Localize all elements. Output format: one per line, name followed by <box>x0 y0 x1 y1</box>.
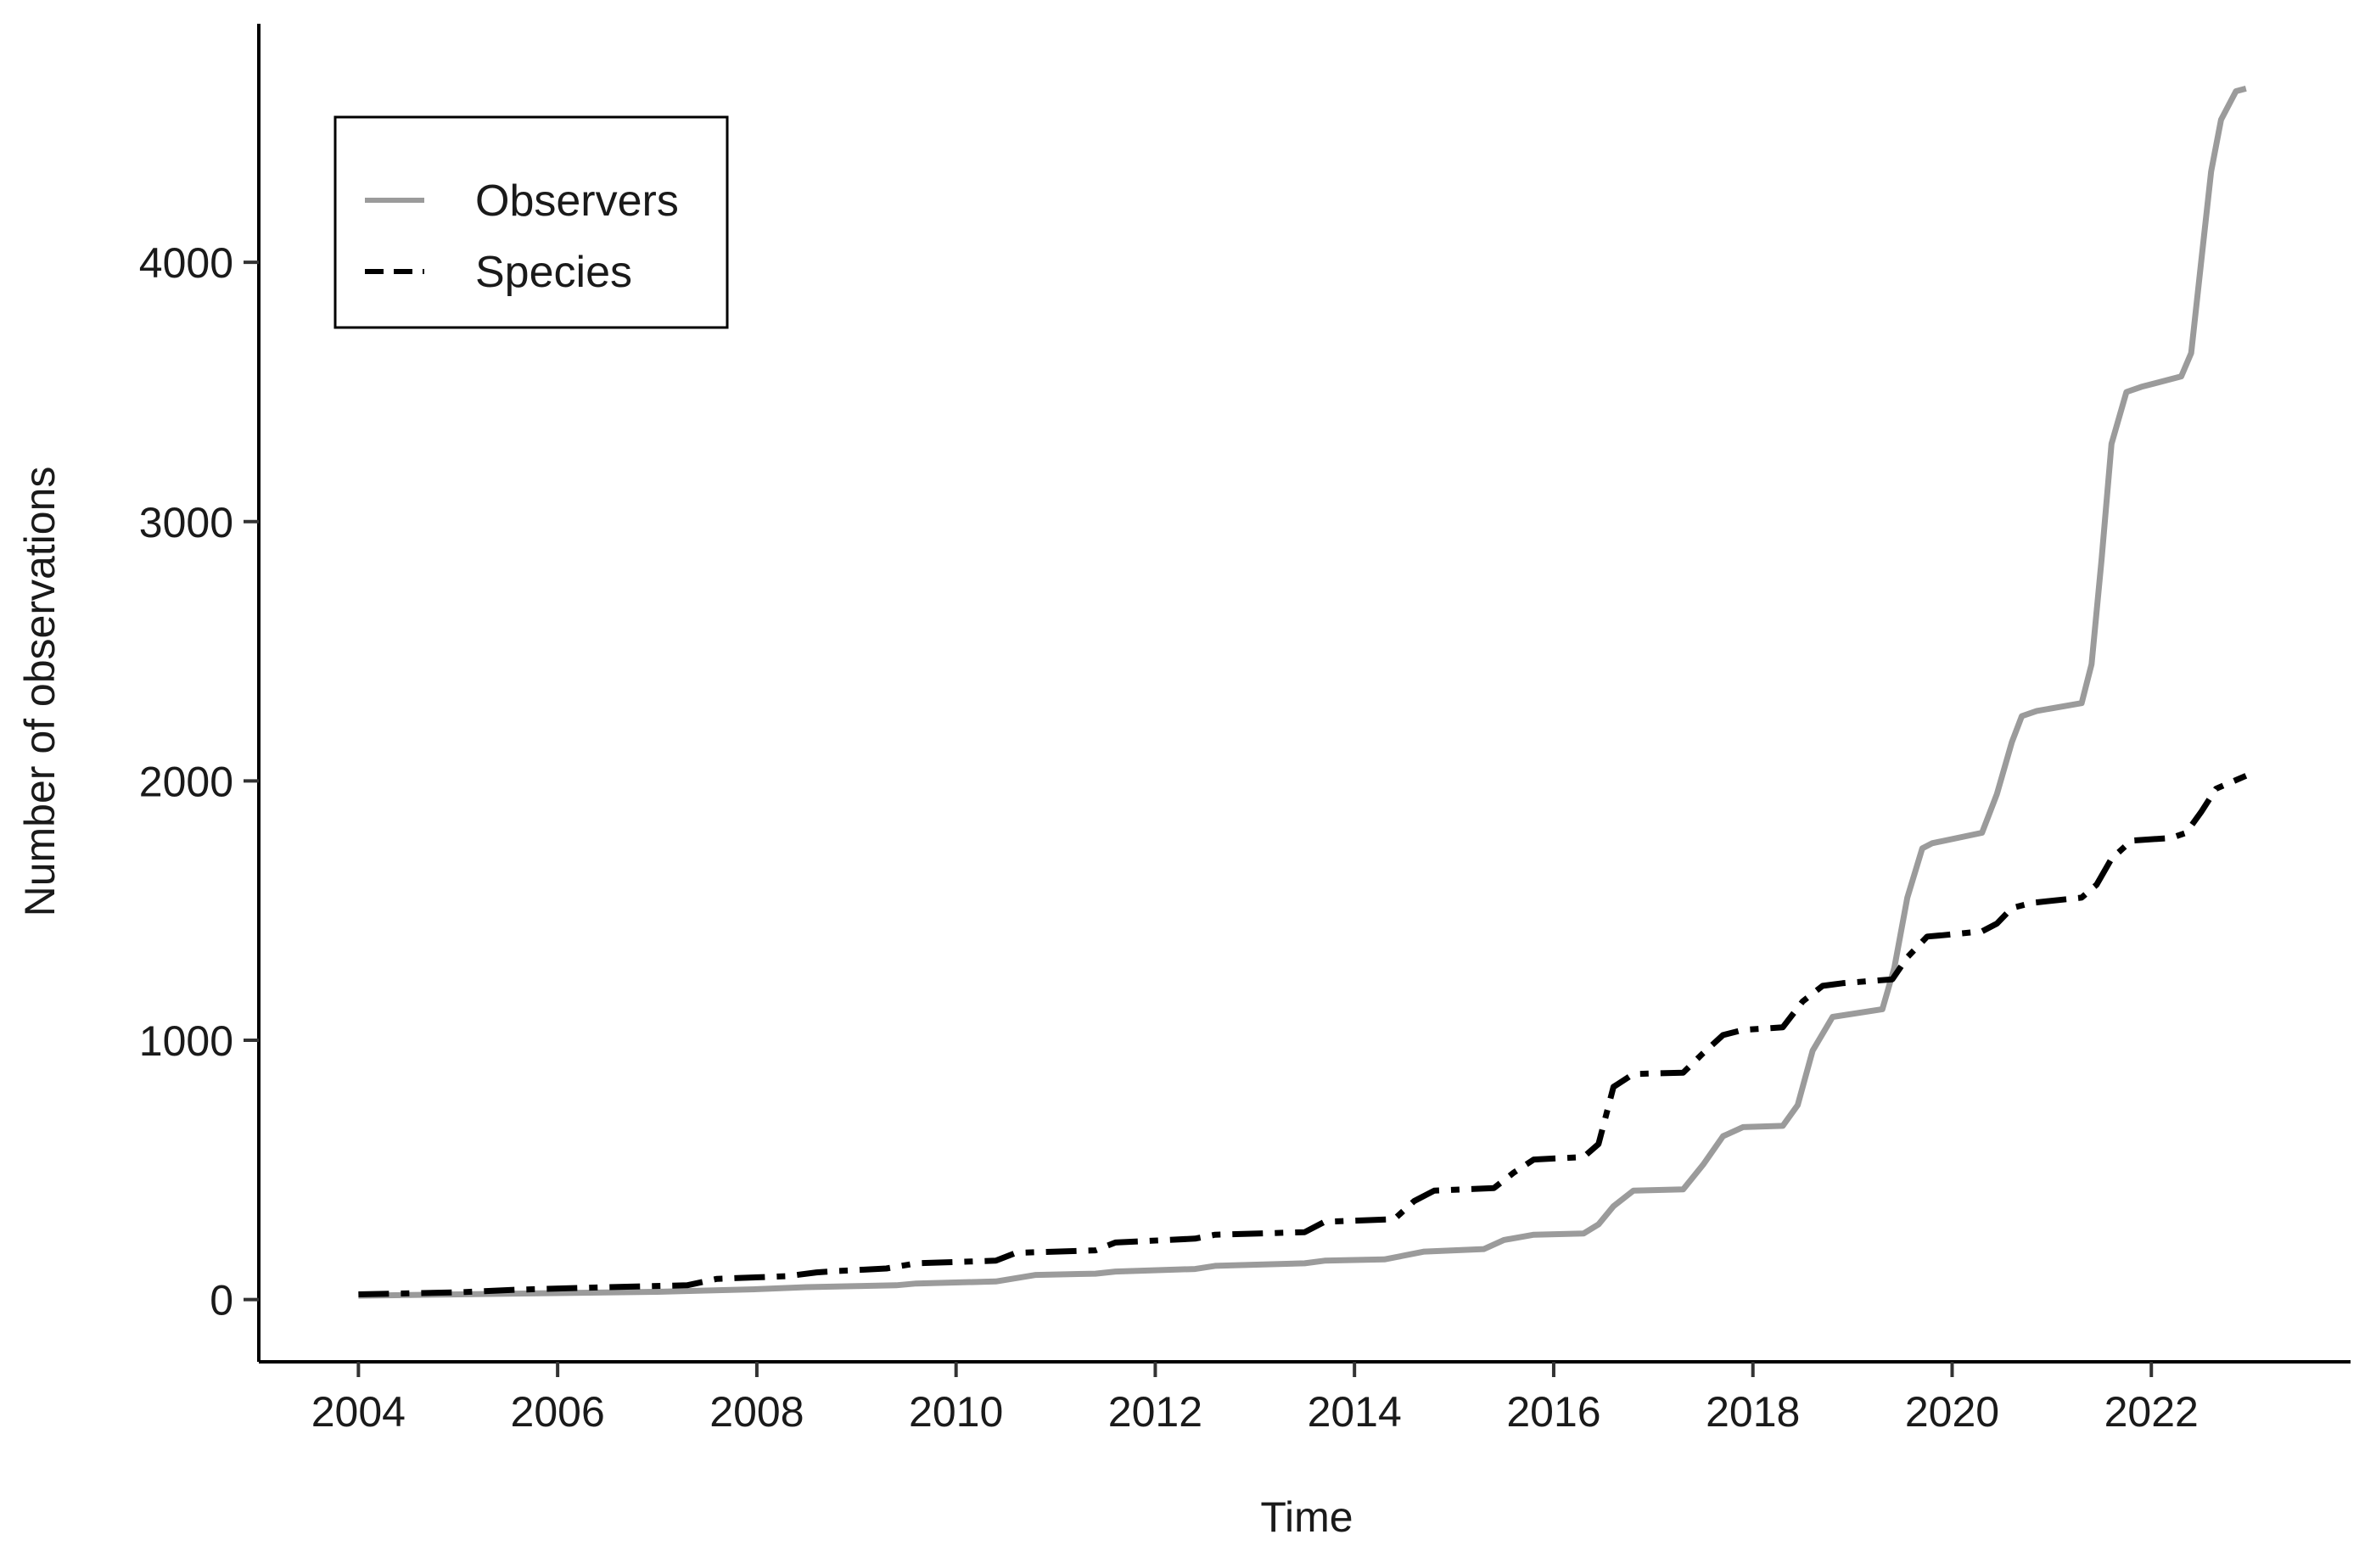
y-tick-label: 0 <box>210 1277 233 1324</box>
legend: Observers Species <box>333 115 729 329</box>
x-tick-label: 2004 <box>311 1388 406 1436</box>
x-tick-label: 2012 <box>1108 1388 1202 1436</box>
legend-box <box>333 115 729 329</box>
x-axis-title: Time <box>1260 1493 1353 1541</box>
x-tick-label: 2022 <box>2104 1388 2199 1436</box>
x-tick-label: 2020 <box>1905 1388 1999 1436</box>
legend-label-species: Species <box>475 248 632 297</box>
y-tick-label: 4000 <box>139 239 233 287</box>
x-tick-label: 2018 <box>1706 1388 1800 1436</box>
y-tick-label: 3000 <box>139 499 233 546</box>
x-tick-label: 2014 <box>1308 1388 1402 1436</box>
legend-label-observers: Observers <box>475 176 679 226</box>
series-line-species <box>358 773 2248 1297</box>
x-tick-label: 2010 <box>909 1388 1003 1436</box>
x-tick-label: 2006 <box>511 1388 605 1436</box>
x-ticks: 2004 2006 2008 2010 2012 2014 2016 2018 2020 2022 <box>311 1362 2199 1436</box>
y-axis-title: Number of observations <box>16 467 64 917</box>
x-tick-label: 2008 <box>709 1388 804 1436</box>
x-tick-label: 2016 <box>1506 1388 1600 1436</box>
plot-lines <box>358 86 2248 1299</box>
y-tick-label: 1000 <box>139 1017 233 1065</box>
y-tick-label: 2000 <box>139 758 233 805</box>
series-line-observers <box>358 86 2247 1299</box>
y-ticks: 0 1000 2000 3000 4000 <box>139 239 259 1324</box>
